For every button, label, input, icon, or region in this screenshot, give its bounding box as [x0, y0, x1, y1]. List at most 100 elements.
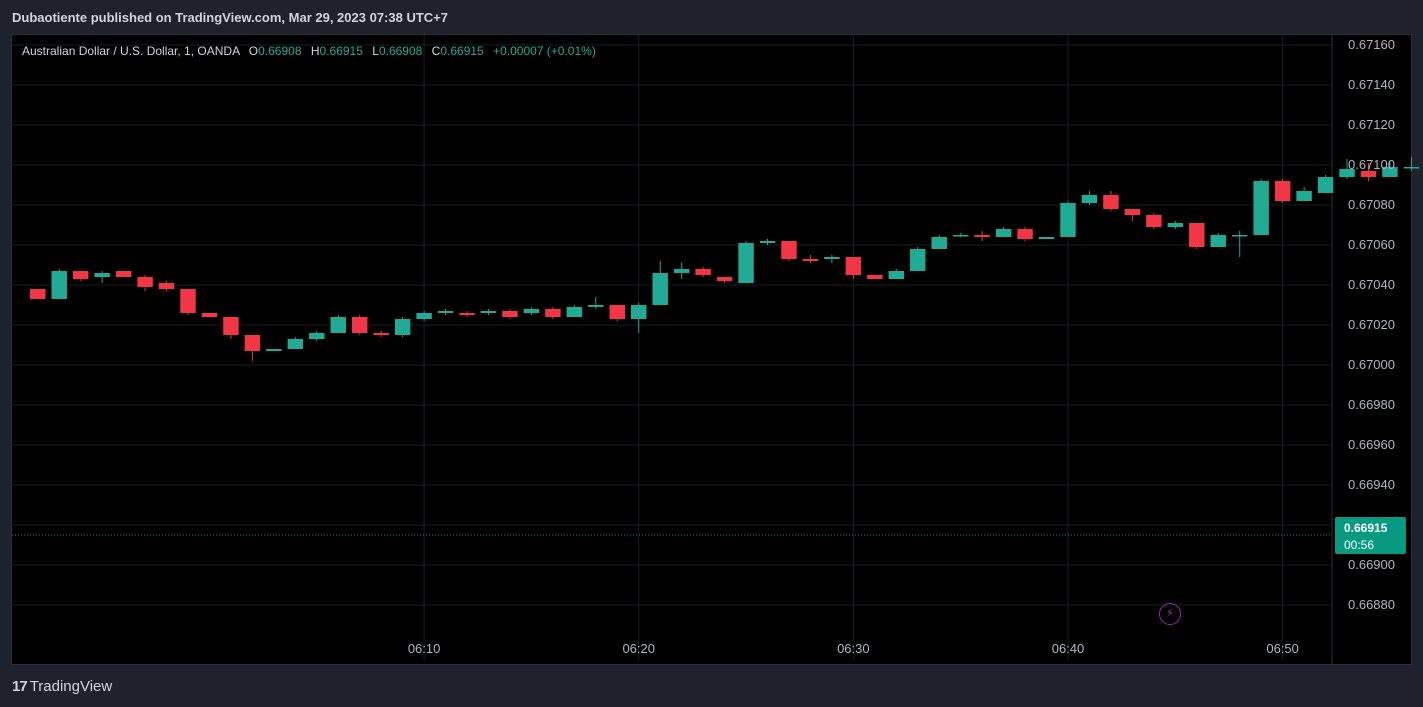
candle-body: [266, 349, 282, 351]
candle-body: [609, 305, 625, 319]
candle-body: [1317, 177, 1334, 193]
price-tick-label: 0.67160: [1348, 37, 1395, 52]
candle: [910, 247, 926, 271]
candle: [158, 281, 175, 291]
candle: [72, 271, 89, 281]
candle-body: [673, 269, 690, 273]
low-value: 0.66908: [378, 44, 423, 58]
candle: [781, 241, 797, 261]
candle-body: [1038, 237, 1055, 239]
candle: [373, 331, 389, 337]
candle: [1360, 163, 1377, 181]
candle-body: [1167, 223, 1184, 227]
candle-body: [115, 271, 132, 277]
candle: [867, 275, 883, 279]
candle: [1124, 209, 1141, 221]
price-tick-label: 0.66980: [1348, 397, 1395, 412]
candle-body: [545, 309, 561, 317]
candle-body: [351, 317, 368, 333]
candle-body: [94, 273, 110, 277]
candle-body: [287, 339, 304, 349]
candle: [1167, 221, 1184, 229]
chart-pane[interactable]: [11, 34, 1412, 665]
candle: [244, 335, 261, 361]
candle: [1210, 233, 1226, 247]
close-label: C: [431, 44, 441, 58]
candle: [952, 233, 969, 237]
candle-body: [373, 333, 389, 335]
price-tick-label: 0.67100: [1348, 157, 1395, 172]
high-label: H: [310, 44, 320, 58]
candle: [30, 289, 46, 299]
candle: [201, 313, 218, 317]
high-value: 0.66915: [319, 44, 363, 58]
candle: [1038, 237, 1055, 239]
price-tick-label: 0.67060: [1348, 237, 1395, 252]
candle: [502, 309, 518, 319]
candle: [888, 269, 905, 279]
candle-body: [759, 241, 776, 243]
candle: [695, 267, 711, 277]
candle-body: [952, 235, 969, 237]
price-tick-label: 0.66940: [1348, 477, 1395, 492]
candle-series: [30, 157, 1420, 361]
candle-body: [1339, 169, 1355, 177]
time-tick-label: 06:40: [1052, 641, 1085, 656]
candle-body: [845, 257, 862, 275]
lightning-bolt-icon[interactable]: ⚡: [1159, 603, 1181, 625]
candle-body: [1146, 215, 1162, 227]
candle-body: [72, 271, 89, 279]
candle-body: [738, 243, 754, 283]
candle: [995, 227, 1012, 237]
candle-body: [588, 305, 604, 307]
candle: [115, 271, 132, 277]
candle: [1081, 191, 1098, 205]
candle-body: [1210, 235, 1226, 247]
candle-body: [459, 313, 475, 315]
candle: [1189, 223, 1205, 249]
time-axis[interactable]: 06:1006:2006:3006:4006:5007:0007:1007:20…: [408, 641, 1423, 656]
candle-body: [1103, 195, 1119, 209]
candle-body: [1081, 195, 1098, 203]
last-price-label: 0.66915 00:56: [1335, 517, 1406, 554]
candle-body: [888, 271, 905, 279]
candle: [1060, 201, 1076, 237]
tradingview-logo[interactable]: 17 TradingView: [12, 678, 112, 695]
candle-body: [30, 289, 46, 299]
candle-body: [802, 259, 819, 261]
candle: [759, 239, 776, 245]
candle: [974, 231, 990, 241]
candle-body: [1124, 209, 1141, 215]
price-axis[interactable]: 0.67160 0.67140 0.67120 0.67100 0.67080 0.670…: [1348, 37, 1395, 612]
candle: [566, 305, 583, 317]
price-tick-label: 0.67120: [1348, 117, 1395, 132]
candle: [1274, 179, 1291, 203]
candle-body: [1382, 167, 1398, 177]
candle: [588, 297, 604, 309]
candle-body: [1360, 171, 1377, 177]
price-tick-label: 0.66900: [1348, 557, 1395, 572]
candle-body: [781, 241, 797, 259]
candle: [1296, 187, 1312, 201]
candle: [1253, 179, 1269, 235]
candle-body: [995, 229, 1012, 237]
candle-body: [502, 311, 518, 317]
candle: [1146, 213, 1162, 229]
published-header: Dubaotiente published on TradingView.com…: [0, 0, 1423, 34]
candle: [1382, 161, 1398, 177]
candle-body: [1060, 203, 1076, 237]
candle: [1403, 157, 1420, 171]
candle: [416, 311, 432, 321]
symbol-title[interactable]: Australian Dollar / U.S. Dollar, 1, OAND…: [22, 44, 240, 58]
candle: [51, 269, 67, 299]
close-value: 0.66915: [440, 44, 484, 58]
last-price-value: 0.66915: [1344, 521, 1388, 535]
candle: [223, 317, 239, 339]
candle: [738, 241, 754, 283]
time-tick-label: 06:10: [408, 641, 441, 656]
candle-body: [1189, 223, 1205, 247]
candle: [609, 305, 625, 321]
candle-body: [480, 311, 497, 313]
price-tick-label: 0.67140: [1348, 77, 1395, 92]
